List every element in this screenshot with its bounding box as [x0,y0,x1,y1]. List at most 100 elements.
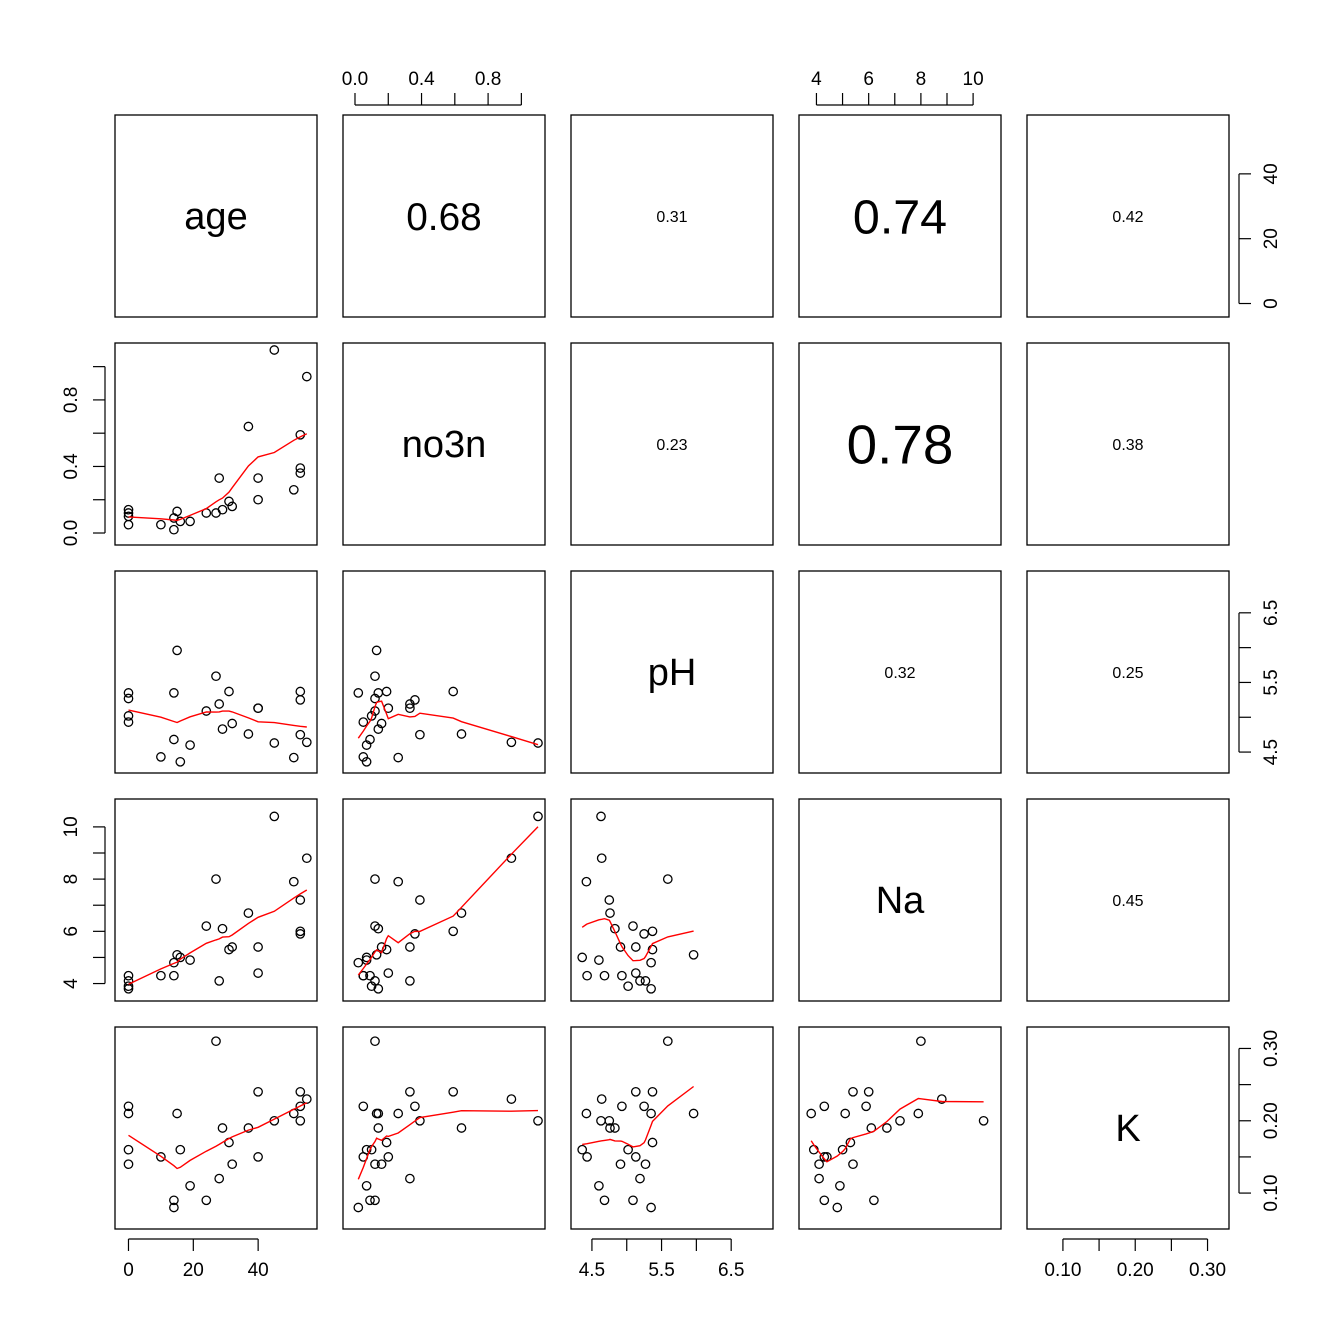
point-K-vs-pH-0 [617,1101,627,1112]
point-K-vs-Na-21 [863,1086,874,1097]
smoother-K-vs-Na [810,1097,984,1163]
point-K-vs-pH-10 [628,1195,638,1206]
tick-label-right-pH-4: 6.5 [1261,600,1282,626]
smoother-pH-vs-no3n [357,700,539,746]
tick-label-bottom-age-2: 40 [248,1260,269,1281]
point-Na-vs-age-11 [211,874,221,884]
panel-frame-K-K [1026,1026,1230,1230]
tick-label-right-age-1: 20 [1261,228,1282,249]
correlation-Na-K: 0.45 [1112,893,1143,910]
point-pH-vs-age-13 [217,724,228,734]
point-pH-vs-age-15 [227,718,238,729]
variable-label-Na: Na [876,880,925,922]
point-pH-vs-age-20 [288,752,299,763]
point-K-vs-pH-8 [577,1144,588,1155]
point-K-vs-Na-23 [895,1115,905,1126]
tick-label-top-Na-6: 10 [963,69,984,90]
point-K-vs-Na-12 [814,1173,824,1184]
point-Na-vs-pH-19 [596,811,606,822]
point-pH-vs-age-8 [175,756,186,767]
point-K-vs-age-7 [172,1108,182,1119]
point-pH-vs-no3n-24 [506,737,517,748]
tick-label-bottom-K-2: 0.20 [1117,1260,1154,1281]
tick-label-left-Na-4: 8 [61,874,82,885]
point-K-vs-age-4 [156,1152,166,1162]
point-pH-vs-age-2 [123,693,134,704]
point-Na-vs-age-22 [295,929,306,939]
point-K-vs-pH-12 [635,1173,645,1184]
point-K-vs-pH-7 [688,1108,699,1119]
point-pH-vs-age-16 [243,729,254,739]
point-Na-vs-pH-10 [628,921,638,931]
point-K-vs-Na-16 [882,1123,892,1133]
correlation-age-Na: 0.74 [853,190,947,244]
point-K-vs-Na-3 [806,1108,817,1119]
point-Na-vs-age-6 [169,970,179,981]
point-K-vs-age-11 [211,1036,221,1047]
point-Na-vs-pH-9 [594,955,604,965]
point-Na-vs-pH-23 [604,895,615,905]
panel-frame-Na-age [114,798,318,1002]
point-Na-vs-no3n-3 [373,983,384,994]
point-pH-vs-no3n-7 [371,645,382,656]
panel-frame-pH-age [114,570,318,774]
point-K-vs-no3n-13 [373,1123,384,1133]
point-K-vs-no3n-7 [371,1108,382,1119]
point-no3n-vs-age-20 [288,484,299,495]
correlation-no3n-Na: 0.78 [847,414,954,476]
point-K-vs-no3n-6 [365,1195,375,1206]
point-Na-vs-age-24 [301,853,312,864]
point-K-vs-no3n-17 [405,1086,415,1097]
point-no3n-vs-age-3 [123,504,134,515]
tick-label-top-no3n-2: 0.4 [408,69,435,90]
point-K-vs-pH-19 [596,1115,606,1126]
point-K-vs-pH-22 [639,1101,649,1112]
variable-label-K: K [1115,1108,1140,1150]
panel-frame-no3n-age [114,342,318,546]
point-no3n-vs-age-14 [224,496,234,507]
point-Na-vs-no3n-4 [358,970,369,981]
point-Na-vs-age-20 [288,876,299,887]
point-Na-vs-age-1 [123,981,134,992]
point-K-vs-no3n-24 [506,1094,517,1104]
point-Na-vs-age-12 [214,976,225,986]
point-K-vs-no3n-14 [381,1137,392,1148]
panel-frame-age-K [1026,114,1230,318]
point-K-vs-no3n-8 [361,1144,372,1155]
point-K-vs-no3n-11 [370,1036,380,1047]
point-pH-vs-age-19 [269,738,280,748]
point-Na-vs-pH-5 [646,957,656,968]
point-Na-vs-pH-20 [581,876,592,887]
point-no3n-vs-age-22 [295,468,306,478]
point-K-vs-pH-14 [647,1137,658,1148]
tick-label-left-no3n-0: 0.0 [61,520,82,546]
point-K-vs-no3n-16 [456,1123,467,1133]
correlation-age-K: 0.42 [1112,209,1143,226]
point-pH-vs-no3n-1 [366,711,377,721]
point-no3n-vs-age-9 [185,516,195,527]
point-Na-vs-age-5 [169,957,179,968]
point-no3n-vs-age-8 [175,516,186,527]
point-pH-vs-no3n-9 [361,740,372,750]
point-K-vs-Na-22 [861,1101,871,1112]
point-K-vs-Na-17 [848,1086,858,1097]
point-no3n-vs-age-19 [269,345,280,355]
tick-label-left-Na-6: 10 [61,816,82,837]
point-K-vs-pH-3 [646,1108,656,1119]
point-K-vs-age-6 [169,1195,179,1206]
point-Na-vs-pH-4 [582,970,592,981]
panel-frame-no3n-no3n [342,342,546,546]
point-K-vs-pH-18 [630,1152,641,1162]
point-no3n-vs-age-18 [253,494,263,505]
point-pH-vs-age-22 [295,695,306,705]
point-Na-vs-pH-16 [605,908,615,918]
point-Na-vs-pH-1 [623,981,633,992]
point-no3n-vs-age-17 [253,473,263,483]
tick-label-left-Na-2: 6 [61,926,82,937]
point-Na-vs-no3n-11 [370,874,380,884]
tick-label-bottom-pH-0: 4.5 [579,1260,605,1281]
tick-label-left-no3n-2: 0.4 [61,453,82,480]
point-pH-vs-no3n-21 [448,686,459,697]
point-K-vs-age-10 [201,1195,212,1206]
